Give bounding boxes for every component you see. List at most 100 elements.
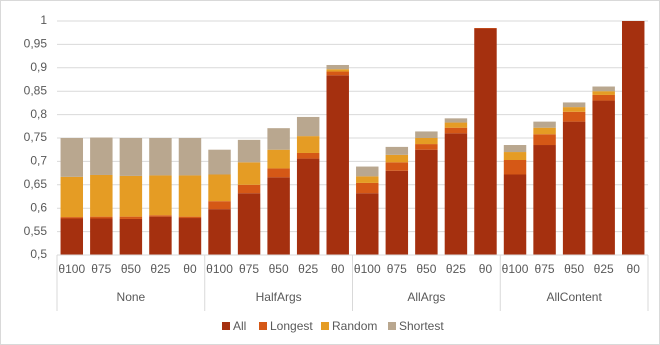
- bar-segment: [533, 134, 556, 146]
- bar-segment: [533, 121, 556, 128]
- legend-swatch: [321, 322, 329, 330]
- bar-segment: [208, 149, 231, 175]
- legend-label: Longest: [270, 319, 313, 333]
- bar-segment: [356, 182, 379, 194]
- y-tick-label: 0,95: [24, 37, 48, 51]
- bar-segment: [90, 216, 113, 219]
- legend-label: Shortest: [399, 319, 444, 333]
- bar-segment: [444, 127, 468, 134]
- y-tick-label: 0,6: [30, 200, 47, 214]
- bar-segment: [267, 168, 290, 178]
- bar-segment: [562, 111, 586, 122]
- group-label: AllArgs: [407, 290, 445, 304]
- bar-segment: [208, 174, 231, 202]
- y-tick-label: 0,9: [30, 60, 47, 74]
- bar-segment: [385, 146, 409, 155]
- bar-segment: [326, 69, 349, 72]
- bar-segment: [444, 118, 468, 123]
- bar-segment: [533, 145, 556, 255]
- y-tick-label: 0,7: [30, 154, 47, 168]
- bar-segment: [296, 158, 320, 255]
- bar-segment: [178, 175, 202, 217]
- bar-segment: [237, 139, 261, 163]
- bar-segment: [119, 218, 143, 255]
- bar-segment: [415, 131, 438, 138]
- bar-segment: [356, 166, 379, 177]
- bar-segment: [592, 91, 615, 95]
- x-tick-label: θ25: [446, 262, 466, 276]
- bar-segment: [208, 201, 231, 210]
- bar-segment: [267, 177, 290, 255]
- bar-segment: [533, 127, 556, 135]
- x-tick-label: θ75: [387, 262, 407, 276]
- bar-segment: [60, 138, 84, 177]
- bar-segment: [562, 107, 586, 112]
- y-tick-label: 0,75: [24, 130, 48, 144]
- bar-segment: [237, 184, 261, 194]
- x-tick-label: θ100: [206, 262, 233, 276]
- y-tick-label: 0,55: [24, 224, 48, 238]
- x-tick-label: θ75: [535, 262, 555, 276]
- bar-segment: [149, 138, 172, 176]
- x-tick-label: θ25: [150, 262, 170, 276]
- y-tick-label: 0,85: [24, 83, 48, 97]
- bar-segment: [503, 174, 527, 255]
- y-tick-label: 0,8: [30, 107, 47, 121]
- bar-segment: [503, 152, 527, 160]
- bar-segment: [296, 116, 320, 137]
- bar-segment: [444, 122, 468, 128]
- legend-swatch: [388, 322, 396, 330]
- bar-segment: [237, 193, 261, 255]
- x-tick-label: θ100: [58, 262, 85, 276]
- bar-segment: [296, 152, 320, 159]
- bar-segment: [178, 216, 202, 219]
- group-label: None: [117, 290, 146, 304]
- bar-segment: [326, 75, 349, 256]
- bar-segment: [119, 216, 143, 219]
- bar-segment: [474, 28, 497, 255]
- legend-swatch: [222, 322, 230, 330]
- y-tick-label: 1: [40, 13, 47, 27]
- y-tick-label: 0,5: [30, 247, 47, 261]
- bar-segment: [562, 121, 586, 256]
- bar-segment: [267, 128, 290, 150]
- x-tick-label: θ0: [331, 262, 345, 276]
- legend-label: Random: [332, 319, 377, 333]
- x-tick-label: θ25: [594, 262, 614, 276]
- bar-segment: [385, 170, 409, 255]
- bar-segment: [267, 149, 290, 169]
- x-tick-label: θ0: [183, 262, 197, 276]
- bar-segment: [503, 159, 527, 175]
- x-tick-label: θ75: [239, 262, 259, 276]
- bar-segment: [444, 133, 468, 255]
- bar-segment: [90, 137, 113, 175]
- bar-segment: [415, 138, 438, 145]
- bar-segment: [178, 218, 202, 255]
- x-tick-label: θ50: [121, 262, 141, 276]
- bar-segment: [237, 162, 261, 185]
- bar-segment: [60, 217, 84, 219]
- x-tick-label: θ0: [479, 262, 493, 276]
- bar-segment: [119, 138, 143, 176]
- bar-segment: [90, 174, 113, 217]
- x-tick-label: θ100: [502, 262, 529, 276]
- bar-segment: [385, 154, 409, 163]
- x-tick-label: θ75: [91, 262, 111, 276]
- bar-segment: [149, 216, 172, 255]
- bar-segment: [385, 162, 409, 171]
- bar-segment: [296, 136, 320, 153]
- bar-segment: [592, 94, 615, 101]
- x-tick-label: θ50: [416, 262, 436, 276]
- bar-segment: [415, 144, 438, 150]
- bar-segment: [592, 86, 615, 92]
- bar-segment: [326, 71, 349, 76]
- x-tick-label: θ25: [298, 262, 318, 276]
- group-label: AllContent: [546, 290, 602, 304]
- x-tick-label: θ50: [564, 262, 584, 276]
- bar-segment: [592, 100, 615, 255]
- bar-segment: [60, 176, 84, 218]
- x-tick-label: θ0: [627, 262, 641, 276]
- bar-segment: [356, 193, 379, 255]
- bar-segment: [149, 215, 172, 217]
